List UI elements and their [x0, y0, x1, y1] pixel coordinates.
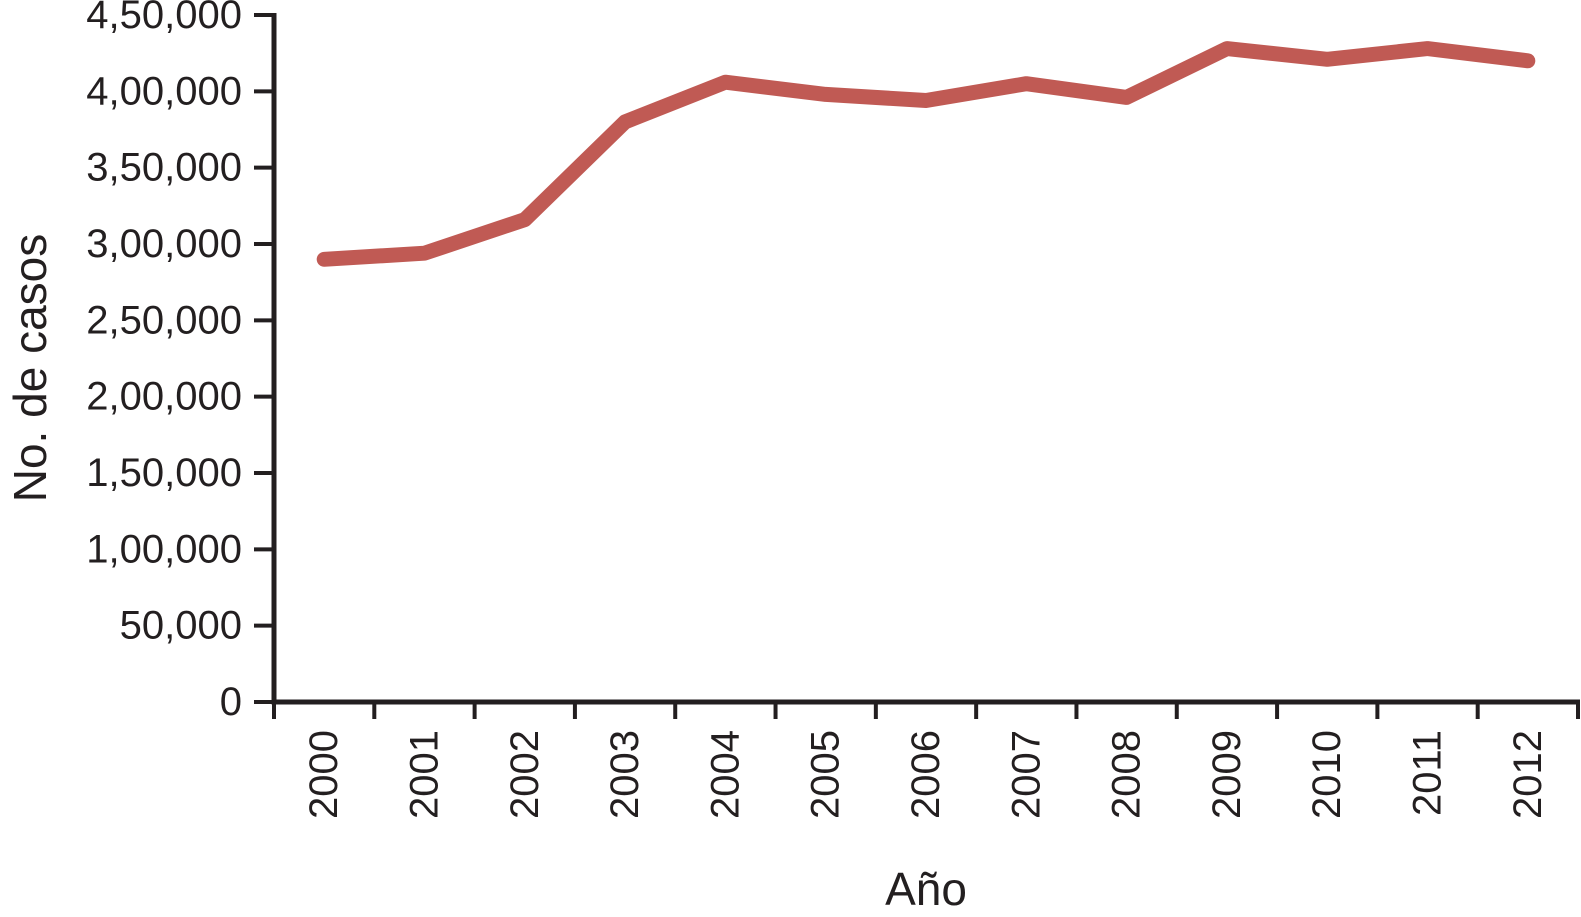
y-tick-label: 4,00,000 [86, 69, 242, 113]
y-tick-label: 2,50,000 [86, 298, 242, 342]
x-tick-label: 2006 [904, 730, 948, 819]
x-tick-label: 2001 [402, 730, 446, 819]
data-line-no-de-casos [316, 41, 1536, 267]
x-tick-label: 2003 [603, 730, 647, 819]
x-tick-label: 2005 [804, 730, 848, 819]
x-axis-title: Año [885, 863, 967, 915]
y-tick-label: 3,50,000 [86, 146, 242, 190]
x-tick-label: 2011 [1406, 730, 1450, 816]
x-tick-label: 2004 [703, 730, 747, 819]
x-tick-label: 2007 [1004, 730, 1048, 819]
y-tick-label: 1,50,000 [86, 451, 242, 495]
x-tick-label: 2009 [1205, 730, 1249, 819]
x-tick-label: 2002 [503, 730, 547, 819]
y-tick-label: 50,000 [120, 604, 242, 648]
y-tick-label: 0 [220, 680, 242, 724]
y-tick-label: 3,00,000 [86, 222, 242, 266]
x-tick-label: 2000 [302, 730, 346, 819]
x-tick-label: 2008 [1105, 730, 1149, 819]
y-tick-label: 1,00,000 [86, 527, 242, 571]
y-axis-title: No. de casos [4, 233, 56, 503]
x-tick-label: 2012 [1506, 730, 1550, 819]
x-tick-label: 2010 [1305, 730, 1349, 819]
y-tick-label: 2,00,000 [86, 375, 242, 419]
y-tick-label: 4,50,000 [86, 0, 242, 37]
